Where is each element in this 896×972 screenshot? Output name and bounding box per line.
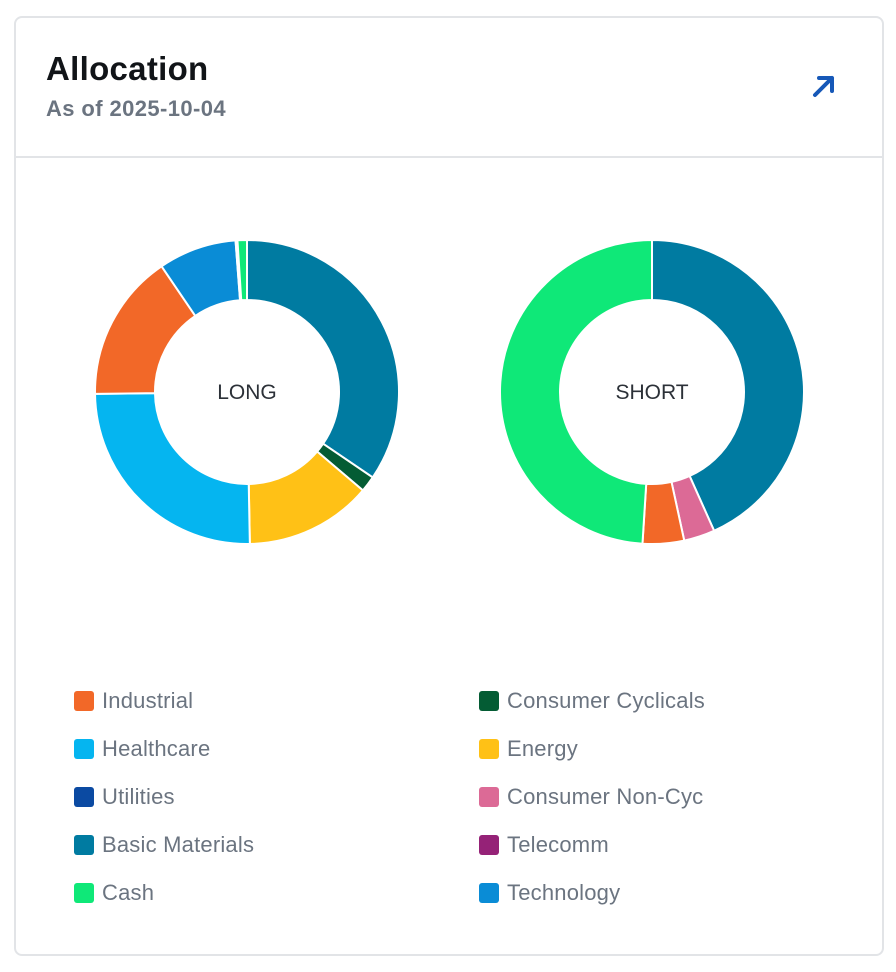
legend-item[interactable]: Basic Materials: [74, 830, 254, 860]
legend-item[interactable]: Technology: [479, 878, 620, 908]
legend-item[interactable]: Consumer Non-Cyc: [479, 782, 703, 812]
legend-swatch: [479, 739, 499, 759]
legend-label: Utilities: [102, 784, 175, 809]
slice-cash[interactable]: [499, 238, 653, 545]
legend-item[interactable]: Healthcare: [74, 734, 210, 764]
legend-label: Telecomm: [507, 832, 609, 857]
legend-label: Cash: [102, 880, 155, 905]
arrow-up-right-icon: [813, 76, 834, 97]
donut-long: LONG: [93, 238, 400, 545]
legend-swatch: [479, 787, 499, 807]
legend-swatch: [479, 883, 499, 903]
legend-label: Technology: [507, 880, 621, 905]
donut-short: SHORT: [499, 238, 805, 545]
legend-label: Energy: [507, 736, 578, 761]
legend-label: Basic Materials: [102, 832, 255, 857]
legend-swatch: [479, 691, 499, 711]
legend-label: Industrial: [102, 688, 194, 713]
legend-swatch: [74, 787, 94, 807]
as-of-date: As of 2025-10-04: [46, 96, 227, 121]
legend-item[interactable]: Utilities: [74, 782, 175, 812]
slice-basic-materials[interactable]: [651, 238, 805, 533]
legend-swatch: [74, 691, 94, 711]
card-header: Allocation As of 2025-10-04: [16, 18, 882, 158]
legend-item[interactable]: Industrial: [74, 686, 193, 716]
legend-label: Consumer Cyclicals: [507, 688, 705, 713]
legend-item[interactable]: Consumer Cyclicals: [479, 686, 705, 716]
legend-label: Consumer Non-Cyc: [507, 784, 704, 809]
slice-basic-materials[interactable]: [246, 238, 400, 479]
slice-cash[interactable]: [236, 238, 248, 302]
legend-swatch: [479, 835, 499, 855]
legend-swatch: [74, 883, 94, 903]
legend-item[interactable]: Telecomm: [479, 830, 609, 860]
legend-swatch: [74, 739, 94, 759]
legend-label: Healthcare: [102, 736, 211, 761]
legend-item[interactable]: Cash: [74, 878, 154, 908]
legend-swatch: [74, 835, 94, 855]
expand-button[interactable]: [808, 70, 840, 102]
slice-healthcare[interactable]: [93, 392, 251, 545]
card-title: Allocation: [46, 50, 209, 87]
legend-item[interactable]: Energy: [479, 734, 578, 764]
center-label: LONG: [217, 381, 277, 404]
center-label: SHORT: [615, 381, 688, 404]
allocation-donut-charts: LONG SHORT: [93, 238, 805, 545]
